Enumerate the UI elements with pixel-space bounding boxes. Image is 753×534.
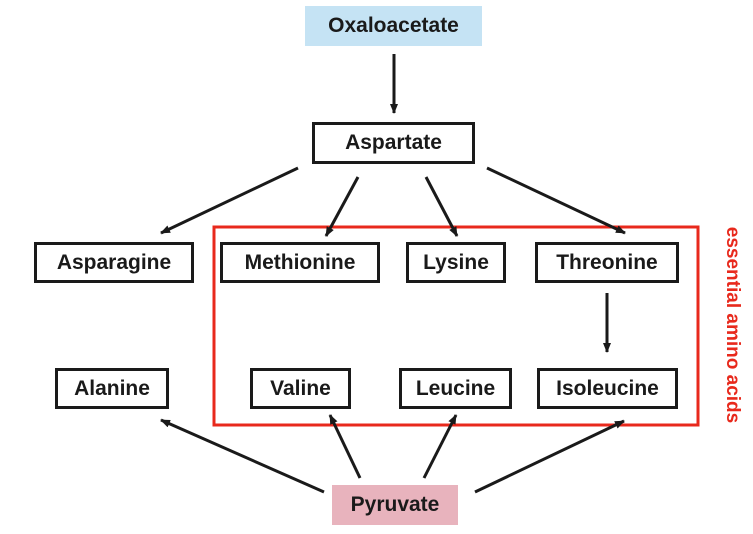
- node-isoleucine-label: Isoleucine: [556, 376, 659, 400]
- node-asparagine: Asparagine: [34, 242, 194, 283]
- node-aspartate-label: Aspartate: [345, 131, 442, 154]
- node-asparagine-label: Asparagine: [56, 250, 172, 274]
- node-oxaloacetate-label: Oxaloacetate: [328, 14, 459, 37]
- arrow-pyruvate-to-leucine: [422, 414, 458, 479]
- node-threonine: Threonine: [535, 242, 679, 283]
- node-leucine-label: Leucine: [415, 376, 496, 400]
- arrow-aspartate-to-lysine: [424, 176, 459, 237]
- node-valine: Valine: [250, 368, 351, 409]
- node-lysine: Lysine: [406, 242, 506, 283]
- arrow-pyruvate-to-isoleucine: [474, 419, 625, 494]
- node-lysine-label: Lysine: [423, 250, 489, 274]
- node-oxaloacetate: Oxaloacetate: [305, 6, 482, 46]
- node-pyruvate-label: Pyruvate: [350, 493, 440, 516]
- node-methionine: Methionine: [220, 242, 380, 283]
- arrow-aspartate-to-methionine: [324, 176, 360, 237]
- node-threonine-label: Threonine: [556, 250, 658, 274]
- arrow-pyruvate-to-valine: [328, 414, 362, 479]
- node-leucine: Leucine: [399, 368, 512, 409]
- node-alanine: Alanine: [55, 368, 169, 409]
- arrow-pyruvate-to-alanine: [160, 418, 325, 494]
- node-isoleucine: Isoleucine: [537, 368, 678, 409]
- node-valine-label: Valine: [270, 376, 331, 400]
- node-pyruvate: Pyruvate: [332, 485, 458, 525]
- node-alanine-label: Alanine: [74, 376, 150, 400]
- arrow-aspartate-to-threonine: [486, 166, 626, 235]
- node-methionine-label: Methionine: [244, 250, 356, 274]
- essential-amino-acids-label: essential amino acids: [718, 211, 746, 439]
- essential-amino-acids-text: essential amino acids: [722, 226, 744, 424]
- arrow-aspartate-to-asparagine: [160, 166, 299, 235]
- node-aspartate: Aspartate: [312, 122, 475, 164]
